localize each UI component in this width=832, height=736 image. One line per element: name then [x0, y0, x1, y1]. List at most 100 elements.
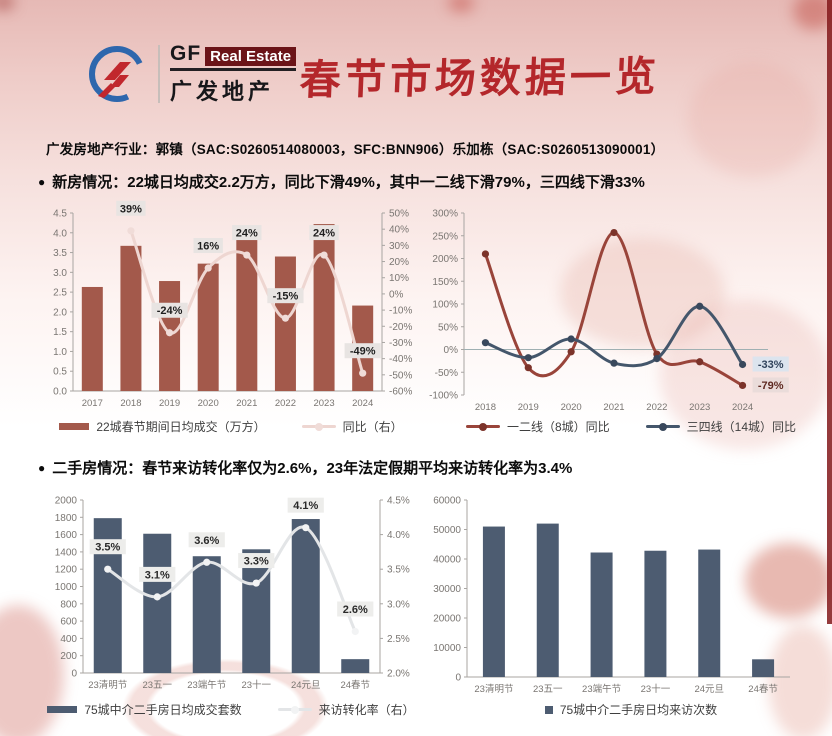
chart-secondhand-visits: 0 10000 20000 30000 40000 50000 60000 23清明节 23五一… [430, 492, 832, 695]
svg-text:2020: 2020 [561, 402, 582, 413]
svg-text:-79%: -79% [758, 380, 784, 392]
svg-text:2024: 2024 [352, 398, 373, 409]
svg-text:-50%: -50% [389, 370, 412, 381]
svg-text:2023: 2023 [689, 402, 710, 413]
svg-text:4.1%: 4.1% [293, 500, 318, 512]
svg-text:10000: 10000 [433, 643, 461, 654]
page-title: 春节市场数据一览 [298, 52, 661, 105]
svg-text:30%: 30% [389, 241, 409, 252]
svg-text:-33%: -33% [758, 359, 784, 371]
svg-text:-100%: -100% [429, 391, 458, 402]
legend-secondhand-deals: 75城中介二手房日均成交套数 来访转化率（右） [30, 701, 432, 718]
svg-text:800: 800 [60, 599, 77, 610]
chart-secondhand-visits-svg: 0 10000 20000 30000 40000 50000 60000 23清明节 23五一… [433, 496, 790, 695]
svg-text:24%: 24% [236, 228, 258, 240]
legend-item: 来访转化率（右） [277, 701, 415, 718]
gf-logo-mark [89, 46, 145, 102]
svg-text:50%: 50% [438, 322, 458, 333]
svg-text:1800: 1800 [55, 513, 78, 524]
svg-text:40000: 40000 [433, 555, 461, 566]
svg-text:24春节: 24春节 [748, 683, 778, 695]
svg-text:0%: 0% [444, 345, 459, 356]
svg-text:2018: 2018 [475, 402, 496, 413]
svg-text:23端午节: 23端午节 [582, 683, 621, 695]
analyst-line: 广发房地产行业：郭镇（SAC:S0260514080003，SFC:BNN906… [46, 142, 665, 157]
gf-logo: GF Real Estate 广发地产 [86, 42, 297, 106]
svg-text:23五一: 23五一 [533, 684, 563, 695]
legend-item: 22城春节期间日均成交（万方） [59, 418, 266, 435]
svg-text:2021: 2021 [236, 398, 257, 409]
svg-text:50%: 50% [389, 209, 409, 220]
legend-label: 一二线（8城）同比 [506, 420, 610, 434]
legend-yoy-by-tier: 一二线（8城）同比 三四线（14城）同比 [430, 418, 832, 435]
svg-text:3.0: 3.0 [53, 268, 67, 279]
line-swatch [465, 422, 500, 431]
svg-text:-24%: -24% [157, 305, 183, 317]
svg-text:2024: 2024 [732, 402, 753, 413]
svg-text:2018: 2018 [120, 398, 141, 409]
legend-item: 三四线（14城）同比 [645, 418, 797, 435]
svg-text:24春节: 24春节 [340, 679, 370, 691]
svg-text:-49%: -49% [350, 346, 376, 358]
svg-text:16%: 16% [197, 241, 219, 253]
line-swatch-dot [658, 422, 667, 431]
svg-text:1400: 1400 [55, 547, 78, 558]
svg-text:3.6%: 3.6% [194, 535, 219, 547]
legend-label: 75城中介二手房日均成交套数 [84, 703, 242, 717]
svg-text:-15%: -15% [273, 291, 299, 303]
svg-text:24元旦: 24元旦 [694, 684, 724, 695]
svg-text:1200: 1200 [55, 565, 78, 576]
legend-item: 一二线（8城）同比 [465, 418, 610, 435]
line-swatch [645, 422, 680, 431]
svg-text:3.0%: 3.0% [387, 599, 410, 610]
svg-text:0: 0 [71, 669, 77, 680]
svg-text:23十一: 23十一 [241, 679, 271, 691]
chart-new-home-sales-svg: 0.0 0.5 1.0 1.5 2.0 2.5 3.0 3.5 4.0 4.5 -60% -50% -4… [53, 200, 412, 409]
svg-text:2017: 2017 [82, 398, 103, 409]
bullet-new-housing-text: 新房情况：22城日均成交2.2万方，同比下滑49%，其中一二线下滑79%，三四线… [52, 174, 645, 191]
logo-realestate-text: Real Estate [205, 47, 297, 66]
legend-label: 同比（右） [342, 420, 403, 434]
logo-gf-text: GF [170, 42, 202, 65]
legend-item: 75城中介二手房日均成交套数 [47, 701, 242, 718]
svg-text:60000: 60000 [433, 496, 461, 507]
svg-text:30000: 30000 [433, 584, 461, 595]
svg-text:24元旦: 24元旦 [291, 680, 321, 691]
svg-text:23五一: 23五一 [142, 680, 172, 691]
svg-text:2020: 2020 [198, 398, 219, 409]
svg-text:23清明节: 23清明节 [474, 683, 513, 695]
chart-secondhand-deals-svg: 0 200 400 600 800 1000 1200 1400 1600 1800 2000 2.0… [55, 496, 410, 692]
svg-text:20000: 20000 [433, 614, 461, 625]
svg-text:0%: 0% [389, 289, 404, 300]
svg-text:-50%: -50% [435, 368, 458, 379]
watermark-blob [688, 62, 818, 177]
svg-text:4.0%: 4.0% [387, 530, 410, 541]
bullet-new-housing: ● 新房情况：22城日均成交2.2万方，同比下滑49%，其中一二线下滑79%，三… [38, 171, 645, 192]
legend-label: 75城中介二手房日均来访次数 [559, 703, 718, 717]
chart-secondhand-deals: 0 200 400 600 800 1000 1200 1400 1600 1800 2000 2.0… [30, 492, 432, 692]
legend-label: 来访转化率（右） [318, 703, 415, 717]
line-swatch-dot [478, 422, 487, 431]
watermark-blob [0, 0, 14, 10]
svg-text:2023: 2023 [313, 398, 334, 409]
legend-label: 三四线（14城）同比 [686, 420, 797, 434]
svg-text:-20%: -20% [389, 322, 412, 333]
svg-text:2.0%: 2.0% [387, 669, 410, 680]
bullet-secondhand-housing: ● 二手房情况：春节来访转化率仅为2.6%，23年法定假期平均来访转化率为3.4… [38, 457, 572, 478]
svg-text:20%: 20% [389, 257, 409, 268]
svg-text:39%: 39% [120, 203, 142, 215]
svg-text:2022: 2022 [275, 398, 296, 409]
svg-text:-30%: -30% [389, 338, 412, 349]
svg-text:3.3%: 3.3% [244, 556, 269, 568]
svg-text:200: 200 [60, 651, 77, 662]
legend-new-home-sales: 22城春节期间日均成交（万方） 同比（右） [30, 418, 432, 435]
svg-text:2.6%: 2.6% [343, 604, 368, 616]
logo-text: GF Real Estate 广发地产 [170, 42, 297, 106]
svg-text:40%: 40% [389, 225, 409, 236]
svg-text:10%: 10% [389, 273, 409, 284]
svg-text:150%: 150% [432, 277, 458, 288]
svg-text:400: 400 [60, 634, 77, 645]
svg-text:4.5%: 4.5% [387, 496, 410, 507]
logo-divider [158, 45, 160, 103]
